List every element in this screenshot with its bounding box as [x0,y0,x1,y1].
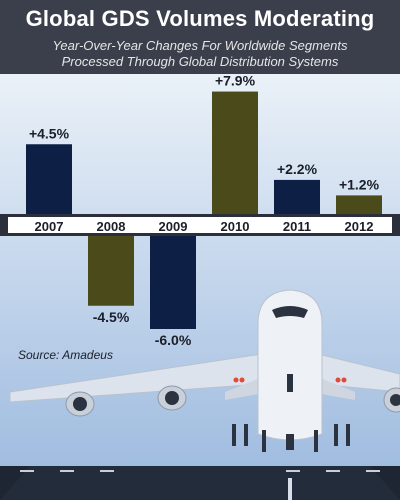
value-label-2010: +7.9% [215,74,256,89]
bar-chart: +4.5%-4.5%-6.0%+7.9%+2.2%+1.2% 2007 2008 2… [0,74,400,500]
bar-2011 [274,179,320,214]
chart-title: Global GDS Volumes Moderating [25,6,375,31]
value-label-2007: +4.5% [29,125,70,141]
value-label-2011: +2.2% [277,161,318,177]
category-labels: 2007 2008 2009 2010 2011 2012 [35,219,374,234]
value-labels: +4.5% -4.5% -6.0% +7.9% +2.2% +1.2% [29,74,380,348]
bar-2012 [336,195,382,214]
bar-2008 [88,236,134,306]
category-label-2010: 2010 [221,219,250,234]
airplane-icon [9,289,400,452]
value-label-2009: -6.0% [155,332,192,348]
axis-band-inner [8,217,392,233]
chart-subtitle-line-2: Processed Through Global Distribution Sy… [61,54,339,69]
value-label-2008: -4.5% [93,309,130,325]
category-label-2012: 2012 [345,219,374,234]
bar-2009 [150,236,196,329]
category-label-2008: 2008 [97,219,126,234]
chart-subtitle-line-1: Year-Over-Year Changes For Worldwide Seg… [52,38,348,53]
category-label-2007: 2007 [35,219,64,234]
category-label-2009: 2009 [159,219,188,234]
header-banner: Global GDS Volumes Moderating Year-Over-… [0,0,400,74]
bar-series [26,91,382,329]
runway [0,466,400,500]
bar-2007 [26,144,72,214]
bar-2010 [212,91,258,214]
source-note: Source: Amadeus [18,348,113,362]
category-label-2011: 2011 [283,219,311,234]
value-label-2012: +1.2% [339,176,380,192]
